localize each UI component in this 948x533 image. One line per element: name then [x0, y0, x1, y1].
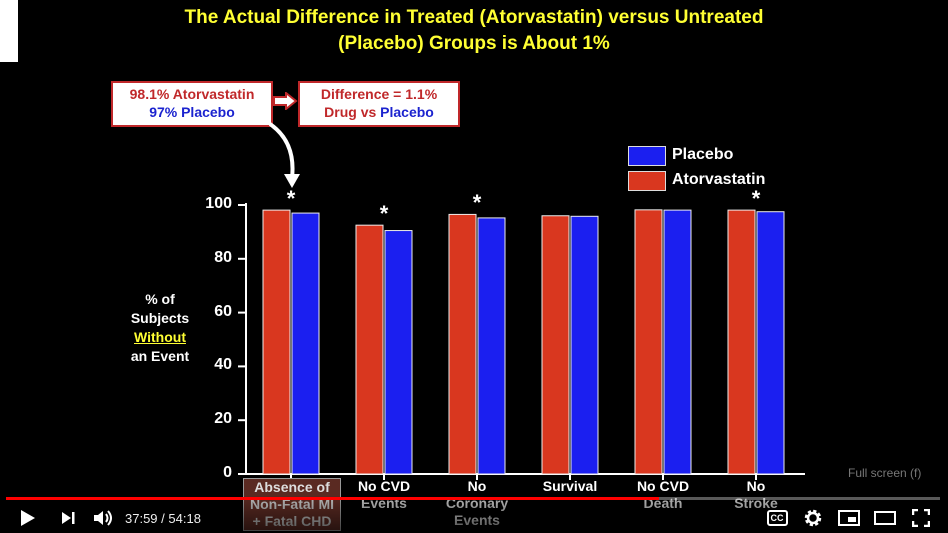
progress-played: [6, 497, 660, 500]
bar-atorvastatin: [355, 224, 384, 475]
callout-placebo: 97% Placebo: [149, 104, 235, 120]
subtitles-button[interactable]: CC: [765, 505, 789, 531]
significance-star: *: [286, 186, 296, 212]
difference-prefix: Drug vs: [324, 104, 377, 120]
player-controls: [0, 495, 948, 533]
bar-placebo: [663, 209, 692, 475]
curved-arrow-icon: [268, 122, 300, 188]
miniplayer-button[interactable]: [837, 505, 861, 531]
y-axis-label-line4: an Event: [130, 348, 190, 364]
arrow-right-icon: [273, 92, 298, 110]
y-tick-label: 80: [214, 248, 232, 266]
y-axis-label: % of Subjects Without an Event: [110, 290, 210, 366]
fullscreen-tooltip: Full screen (f): [848, 466, 922, 480]
legend-swatch-atorvastatin: [628, 171, 666, 191]
significance-star: *: [472, 190, 482, 216]
volume-icon: [94, 510, 112, 526]
next-button[interactable]: [56, 505, 80, 531]
legend-label-placebo: Placebo: [672, 146, 734, 163]
significance-star: *: [751, 186, 761, 212]
volume-button[interactable]: [92, 505, 116, 531]
fullscreen-icon: [912, 509, 930, 527]
difference-suffix: Placebo: [380, 104, 434, 120]
significance-star: *: [379, 201, 389, 227]
play-button[interactable]: [16, 505, 40, 531]
y-tick-label: 60: [214, 302, 232, 320]
y-tick-label: 40: [214, 356, 232, 374]
y-axis-label-line3: Without: [134, 329, 186, 345]
x-tick-label-line: Survival: [542, 478, 598, 494]
legend-swatch-placebo: [628, 146, 666, 166]
y-axis-label-line2: Subjects: [130, 310, 190, 326]
x-tick-label-line: Absence of: [254, 479, 330, 495]
theater-icon: [874, 511, 896, 525]
y-tick-label: 0: [223, 464, 232, 481]
settings-button[interactable]: [801, 505, 825, 531]
miniplayer-icon: [838, 510, 860, 526]
bar-atorvastatin: [634, 209, 663, 475]
total-time: 54:18: [168, 511, 201, 526]
x-tick-label-line: No: [467, 478, 487, 494]
x-tick-label-line: No CVD: [636, 478, 690, 494]
skip-next-icon: [62, 512, 75, 524]
stats-callout: 98.1% Atorvastatin 97% Placebo: [111, 81, 273, 127]
bar-atorvastatin: [727, 209, 756, 475]
x-tick-label-line: No CVD: [357, 478, 411, 494]
fullscreen-button[interactable]: [909, 505, 933, 531]
bar-placebo: [384, 230, 413, 475]
y-tick-label: 20: [214, 410, 232, 428]
x-tick-label: Survival: [522, 478, 618, 495]
x-tick-label-line: No: [746, 478, 766, 494]
callout-atorvastatin: 98.1% Atorvastatin: [129, 86, 255, 102]
bar-placebo: [291, 212, 320, 475]
time-display: 37:59 / 54:18: [125, 511, 201, 526]
y-axis-label-line1: % of: [145, 291, 175, 307]
bar-placebo: [570, 215, 599, 475]
difference-value: Difference = 1.1%: [320, 86, 438, 102]
bar-atorvastatin: [541, 215, 570, 475]
current-time: 37:59: [125, 511, 158, 526]
y-tick-label: 100: [205, 195, 232, 212]
theater-mode-button[interactable]: [873, 505, 897, 531]
progress-bar[interactable]: [6, 497, 940, 500]
slide-title-line2: (Placebo) Groups is About 1%: [338, 33, 610, 54]
difference-callout: Difference = 1.1% Drug vs Placebo: [298, 81, 460, 127]
video-edge: [0, 0, 18, 62]
closed-captions-icon: CC: [766, 510, 788, 526]
bar-atorvastatin: [448, 213, 477, 475]
bar-atorvastatin: [262, 209, 291, 475]
bar-placebo: [756, 211, 785, 475]
play-icon: [21, 510, 35, 526]
legend-label-atorvastatin: Atorvastatin: [672, 171, 766, 188]
time-separator: /: [157, 511, 169, 526]
slide-title-line1: The Actual Difference in Treated (Atorva…: [184, 7, 764, 28]
gear-icon: [804, 509, 822, 527]
bar-placebo: [477, 217, 506, 475]
